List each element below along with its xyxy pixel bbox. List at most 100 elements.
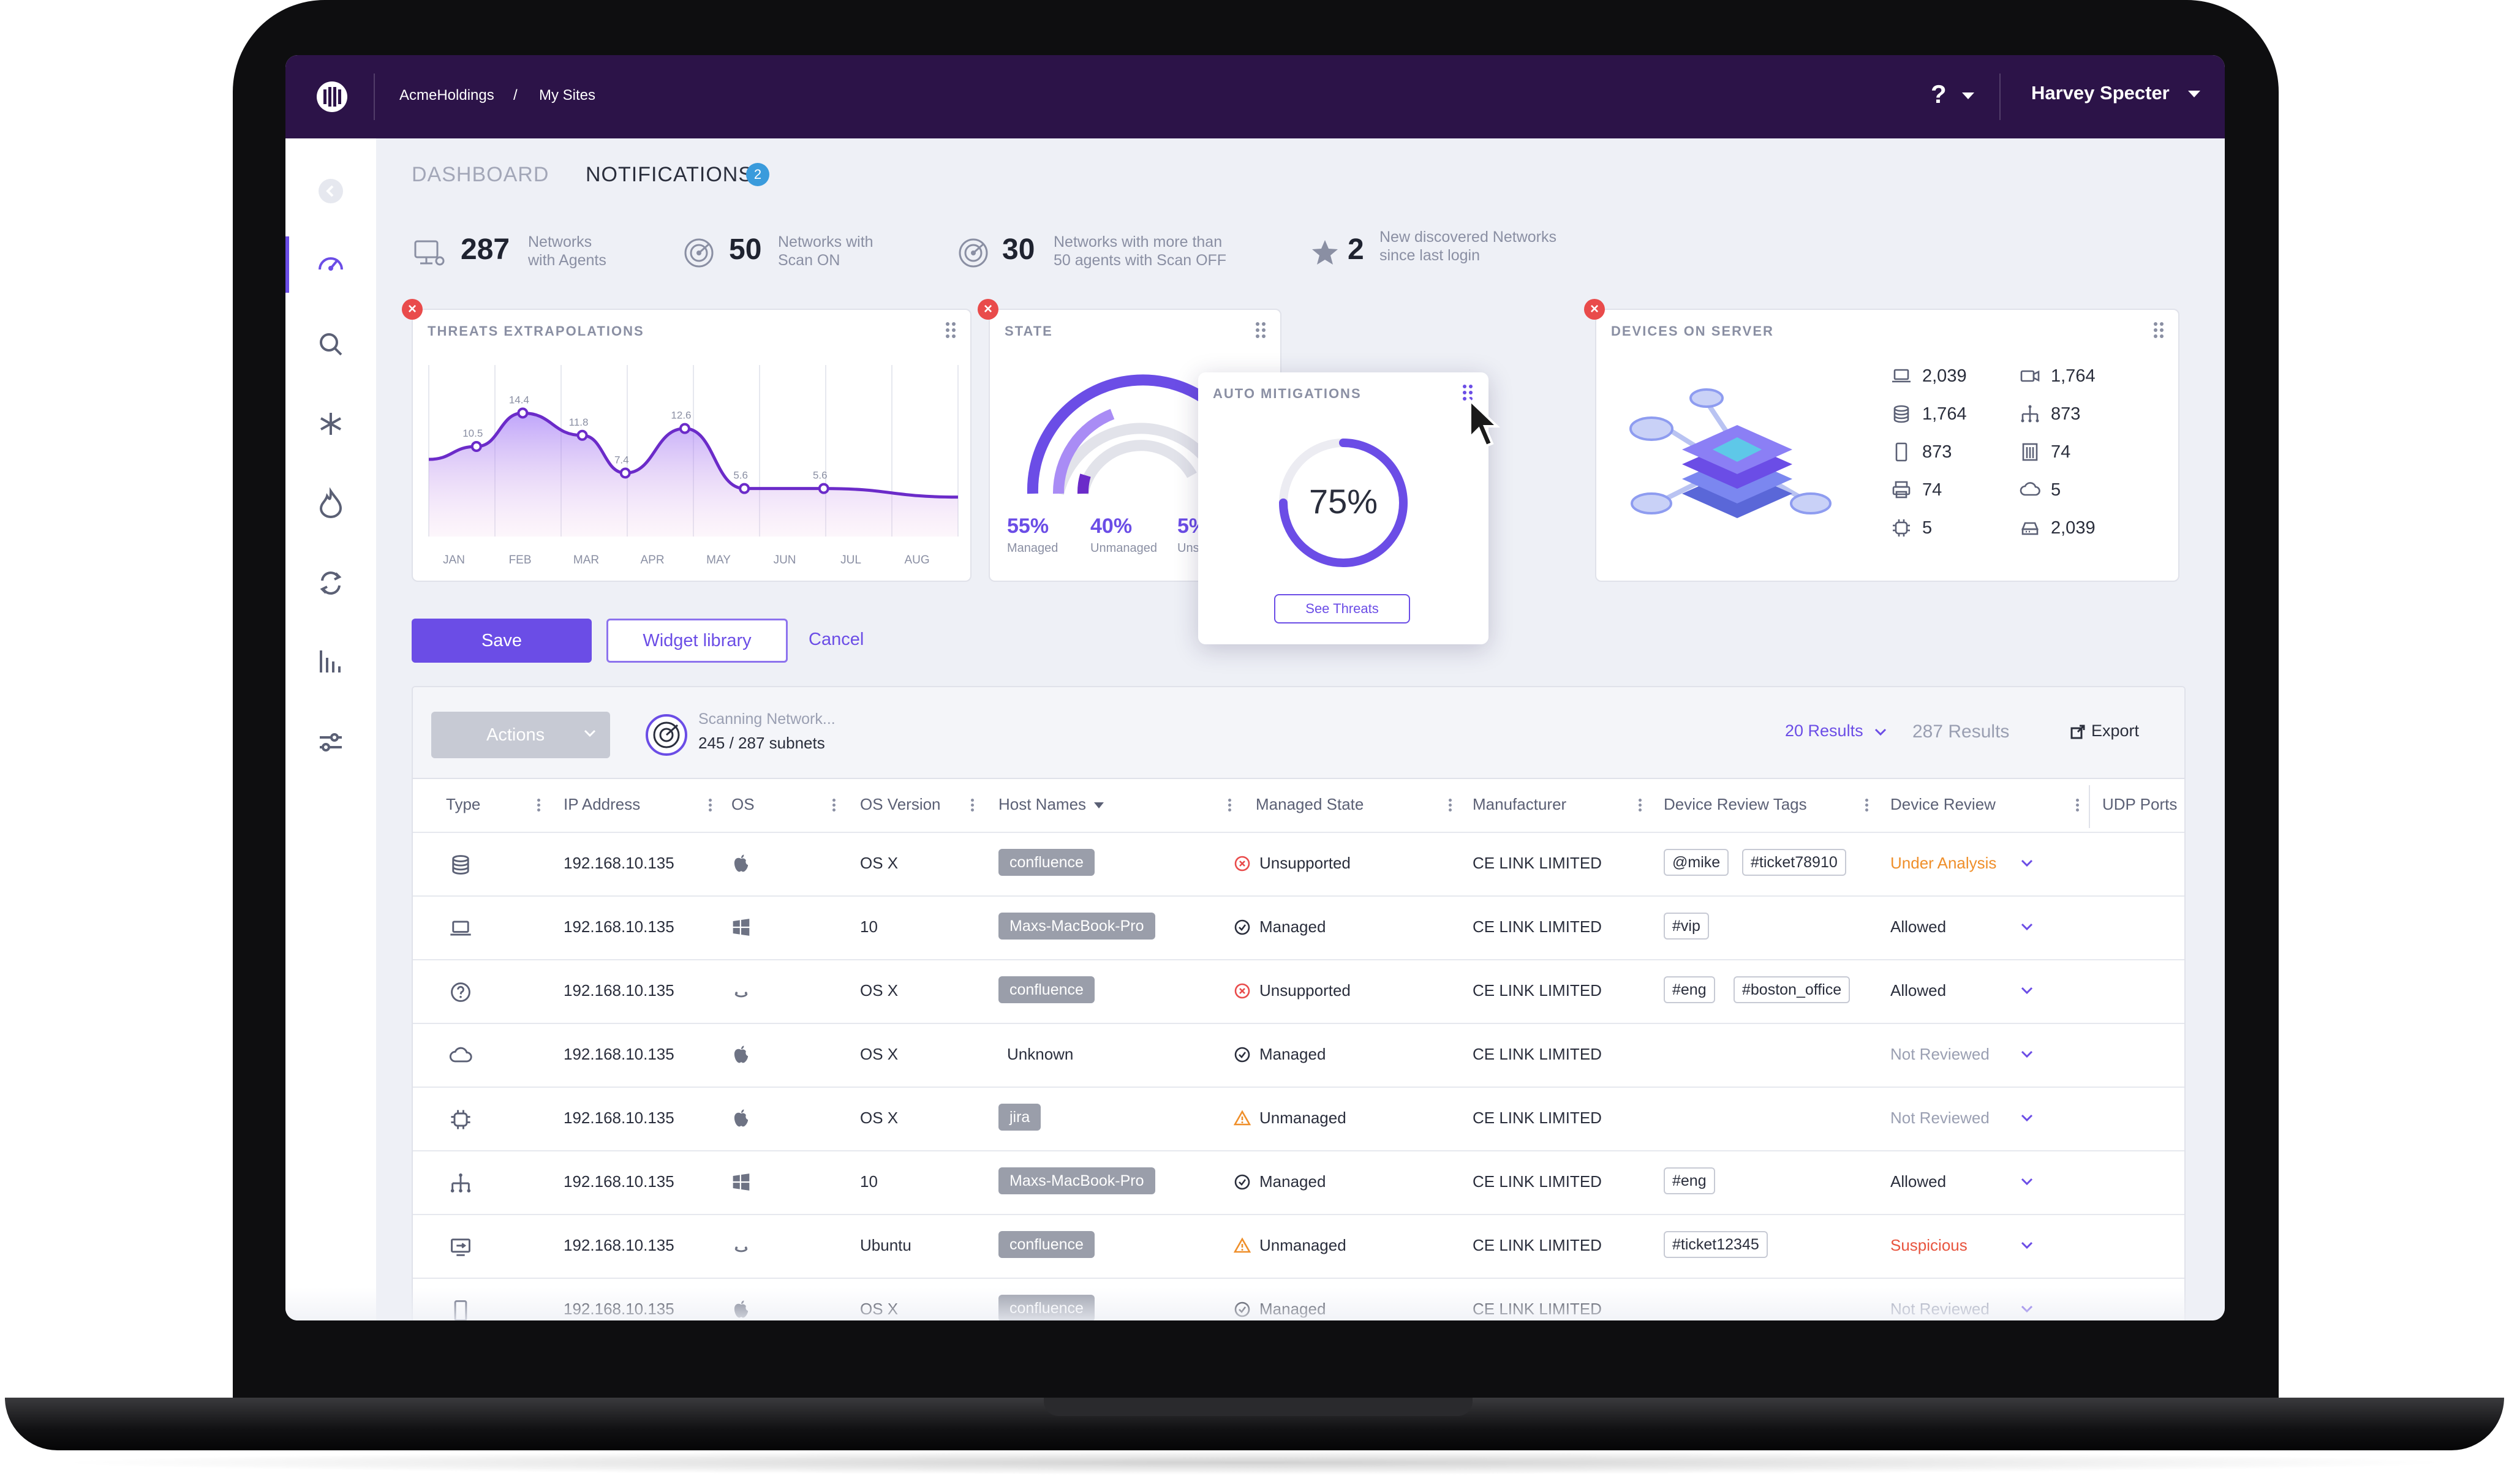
- chart-data-label: 7.4: [614, 454, 629, 465]
- cancel-button[interactable]: Cancel: [809, 630, 864, 649]
- host-name-chip[interactable]: confluence: [998, 1231, 1095, 1258]
- sync-icon[interactable]: [314, 566, 348, 600]
- column-menu-icon[interactable]: [2075, 795, 2080, 815]
- fire-icon[interactable]: [314, 486, 348, 521]
- devices-widget[interactable]: DEVICES ON SERVER 2,039 1,764 1,764 873 873 7…: [1595, 309, 2179, 582]
- table-row[interactable]: 192.168.10.135 Ubuntu confluence Unmanaged C…: [413, 1214, 2184, 1278]
- table-row[interactable]: 192.168.10.135 10 Maxs-MacBook-Pro Managed C…: [413, 895, 2184, 959]
- results-per-page-select[interactable]: 20 Results: [1785, 721, 1887, 740]
- device-review-cell[interactable]: Suspicious: [1890, 1236, 1968, 1254]
- column-header[interactable]: OS: [731, 795, 755, 813]
- table-toolbar: Actions Scanning Network... 245 / 287 su…: [413, 687, 2184, 779]
- column-menu-icon[interactable]: [832, 795, 837, 815]
- device-review-cell[interactable]: Under Analysis: [1890, 854, 1997, 872]
- column-header[interactable]: Host Names: [998, 795, 1087, 813]
- column-menu-icon[interactable]: [970, 795, 975, 815]
- review-tag[interactable]: #ticket12345: [1664, 1231, 1768, 1258]
- remove-widget-icon[interactable]: ×: [978, 299, 998, 320]
- ip-address-cell: 192.168.10.135: [564, 1109, 674, 1127]
- table-row[interactable]: 192.168.10.135 10 Maxs-MacBook-Pro Managed C…: [413, 1150, 2184, 1214]
- review-tag[interactable]: #eng: [1664, 976, 1715, 1003]
- breadcrumb-org[interactable]: AcmeHoldings: [399, 87, 494, 104]
- drag-handle-icon[interactable]: [2152, 321, 2165, 339]
- chevron-down-icon[interactable]: [2019, 919, 2035, 935]
- sliders-icon[interactable]: [314, 725, 348, 759]
- back-icon[interactable]: [314, 174, 348, 208]
- table-row[interactable]: 192.168.10.135 OS X confluence Unsupported C…: [413, 959, 2184, 1023]
- remove-widget-icon[interactable]: ×: [402, 299, 423, 320]
- export-button[interactable]: Export: [2069, 721, 2139, 740]
- table-row[interactable]: 192.168.10.135 OS X Unknown Managed CE LINK …: [413, 1023, 2184, 1087]
- review-tag[interactable]: #ticket78910: [1742, 849, 1846, 876]
- see-threats-button[interactable]: See Threats: [1274, 594, 1410, 623]
- column-header[interactable]: Manufacturer: [1473, 795, 1567, 813]
- threats-widget[interactable]: THREATS EXTRAPOLATIONS 10.5 14.4 11.8 7.4 12…: [412, 309, 972, 582]
- drag-handle-icon[interactable]: [945, 321, 957, 339]
- scan-progress-text: 245 / 287 subnets: [698, 734, 825, 752]
- column-header[interactable]: IP Address: [564, 795, 641, 813]
- table-row[interactable]: 192.168.10.135 OS X jira Unmanaged CE LINK L…: [413, 1087, 2184, 1150]
- drag-handle-icon[interactable]: [1462, 383, 1474, 402]
- chevron-down-icon[interactable]: [2019, 982, 2035, 998]
- column-menu-icon[interactable]: [708, 795, 713, 815]
- column-menu-icon[interactable]: [537, 795, 541, 815]
- tab-notifications[interactable]: NOTIFICATIONS: [586, 163, 753, 186]
- ip-address-cell: 192.168.10.135: [564, 1045, 674, 1063]
- device-review-cell[interactable]: Allowed: [1890, 981, 1947, 1000]
- breadcrumb-page[interactable]: My Sites: [539, 87, 596, 104]
- sidebar-active-indicator: [285, 236, 289, 293]
- review-tag[interactable]: #eng: [1664, 1167, 1715, 1194]
- column-header[interactable]: OS Version: [860, 795, 941, 813]
- bar-chart-icon[interactable]: [314, 644, 348, 679]
- managed-status-icon: [1234, 1173, 1251, 1191]
- review-tag[interactable]: #vip: [1664, 913, 1709, 940]
- device-review-cell[interactable]: Allowed: [1890, 917, 1947, 936]
- host-name-chip[interactable]: confluence: [998, 976, 1095, 1003]
- actions-dropdown[interactable]: Actions: [431, 712, 610, 758]
- dashboard-gauge-icon[interactable]: [314, 247, 348, 282]
- user-menu[interactable]: Harvey Specter: [2031, 82, 2201, 104]
- chart-x-tick-label: APR: [641, 554, 665, 567]
- chevron-down-icon[interactable]: [2019, 1173, 2035, 1189]
- host-name-chip[interactable]: Maxs-MacBook-Pro: [998, 913, 1155, 940]
- column-header[interactable]: Device Review Tags: [1664, 795, 1807, 813]
- help-menu[interactable]: ?: [1931, 80, 1975, 109]
- column-menu-icon[interactable]: [1865, 795, 1869, 815]
- review-tag[interactable]: #boston_office: [1734, 976, 1851, 1003]
- app-logo-icon[interactable]: [316, 81, 348, 113]
- state-ring-unmanaged: [1052, 409, 1115, 494]
- save-button[interactable]: Save: [412, 619, 592, 663]
- chevron-down-icon[interactable]: [2019, 1237, 2035, 1253]
- column-menu-icon[interactable]: [1448, 795, 1453, 815]
- table-row[interactable]: 192.168.10.135 OS X confluence Unsupported C…: [413, 832, 2184, 895]
- star-burst-icon[interactable]: [314, 407, 348, 441]
- sort-desc-icon[interactable]: [1094, 802, 1104, 808]
- widget-library-button[interactable]: Widget library: [606, 619, 788, 663]
- device-review-cell[interactable]: Allowed: [1890, 1172, 1947, 1191]
- device-review-cell[interactable]: Not Reviewed: [1890, 1045, 1990, 1063]
- chip-icon: [448, 1107, 470, 1129]
- tab-dashboard[interactable]: DASHBOARD: [412, 163, 549, 186]
- managed-state-cell: Managed: [1259, 1045, 1326, 1063]
- chart-x-tick-label: JUN: [774, 554, 796, 567]
- review-tag[interactable]: @mike: [1664, 849, 1729, 876]
- drag-handle-icon[interactable]: [1254, 321, 1267, 339]
- chevron-down-icon[interactable]: [2019, 1046, 2035, 1062]
- host-name-chip[interactable]: confluence: [998, 849, 1095, 876]
- chevron-down-icon[interactable]: [2019, 1110, 2035, 1126]
- column-menu-icon[interactable]: [1638, 795, 1643, 815]
- column-header[interactable]: UDP Ports: [2102, 795, 2178, 813]
- column-menu-icon[interactable]: [1228, 795, 1232, 815]
- auto-mitigations-widget[interactable]: AUTO MITIGATIONS 75% See Threats: [1198, 372, 1488, 644]
- column-header[interactable]: Managed State: [1256, 795, 1364, 813]
- manufacturer-cell: CE LINK LIMITED: [1473, 854, 1602, 872]
- chevron-down-icon[interactable]: [2019, 855, 2035, 871]
- column-header[interactable]: Type: [446, 795, 481, 813]
- remove-widget-icon[interactable]: ×: [1584, 299, 1605, 320]
- host-name-chip[interactable]: jira: [998, 1104, 1041, 1131]
- host-name-chip[interactable]: Maxs-MacBook-Pro: [998, 1167, 1155, 1194]
- column-header[interactable]: Device Review: [1890, 795, 1996, 813]
- managed-state-cell: Unmanaged: [1259, 1109, 1346, 1127]
- search-icon[interactable]: [314, 327, 348, 361]
- device-review-cell[interactable]: Not Reviewed: [1890, 1109, 1990, 1127]
